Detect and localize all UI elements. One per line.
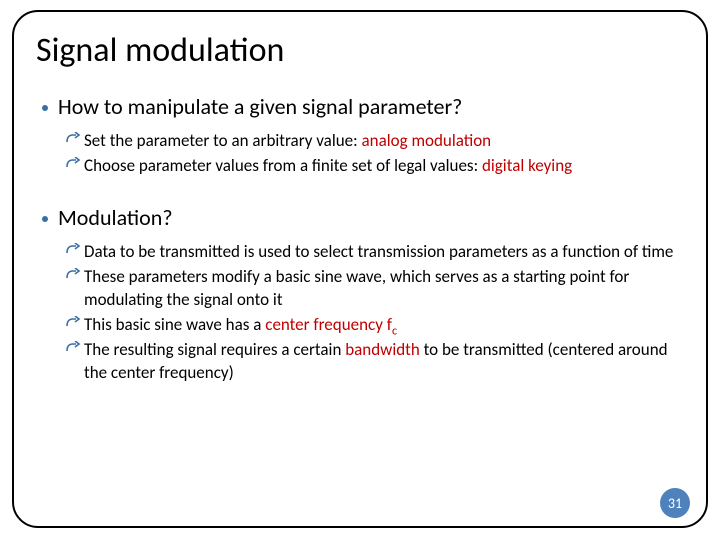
- section-2: Modulation? Data to be transmitted is us…: [42, 204, 692, 385]
- item-highlight: analog modulation: [362, 130, 492, 151]
- page-title: Signal modulation: [36, 30, 692, 71]
- curved-arrow-icon: [66, 157, 82, 171]
- section-2-header: Modulation?: [42, 204, 692, 231]
- list-item: The resulting signal requires a certain …: [66, 339, 692, 385]
- list-item: Choose parameter values from a finite se…: [66, 155, 692, 178]
- item-pre: These parameters modify a basic sine wav…: [84, 266, 629, 310]
- curved-arrow-icon: [66, 341, 82, 355]
- bullet-dot-icon: [42, 216, 48, 222]
- page-number: 31: [668, 495, 682, 512]
- item-text: The resulting signal requires a certain …: [84, 339, 692, 385]
- section-2-items: Data to be transmitted is used to select…: [66, 241, 692, 385]
- item-pre: Choose parameter values from a finite se…: [84, 155, 482, 176]
- curved-arrow-icon: [66, 316, 82, 330]
- item-text: These parameters modify a basic sine wav…: [84, 266, 692, 312]
- section-1: How to manipulate a given signal paramet…: [42, 93, 692, 178]
- subscript: c: [392, 323, 397, 338]
- list-item: Data to be transmitted is used to select…: [66, 241, 692, 264]
- list-item: This basic sine wave has a center freque…: [66, 314, 692, 337]
- item-highlight: digital keying: [482, 155, 572, 176]
- section-1-header: How to manipulate a given signal paramet…: [42, 93, 692, 120]
- item-text: Data to be transmitted is used to select…: [84, 241, 673, 264]
- item-pre: This basic sine wave has a: [84, 314, 265, 335]
- page-number-badge: 31: [660, 488, 690, 518]
- section-1-items: Set the parameter to an arbitrary value:…: [66, 130, 692, 178]
- item-pre: Set the parameter to an arbitrary value:: [84, 130, 362, 151]
- item-text: Choose parameter values from a finite se…: [84, 155, 572, 178]
- item-highlight: bandwidth: [345, 339, 420, 360]
- slide: Signal modulation How to manipulate a gi…: [0, 0, 720, 540]
- section-1-title: How to manipulate a given signal paramet…: [58, 93, 462, 120]
- item-pre: The resulting signal requires a certain: [84, 339, 345, 360]
- item-highlight: center frequency fc: [265, 314, 397, 335]
- item-text: Set the parameter to an arbitrary value:…: [84, 130, 491, 153]
- section-2-title: Modulation?: [58, 204, 173, 231]
- curved-arrow-icon: [66, 132, 82, 146]
- item-pre: Data to be transmitted is used to select…: [84, 241, 673, 262]
- list-item: These parameters modify a basic sine wav…: [66, 266, 692, 312]
- list-item: Set the parameter to an arbitrary value:…: [66, 130, 692, 153]
- item-text: This basic sine wave has a center freque…: [84, 314, 397, 337]
- curved-arrow-icon: [66, 268, 82, 282]
- curved-arrow-icon: [66, 243, 82, 257]
- bullet-dot-icon: [42, 105, 48, 111]
